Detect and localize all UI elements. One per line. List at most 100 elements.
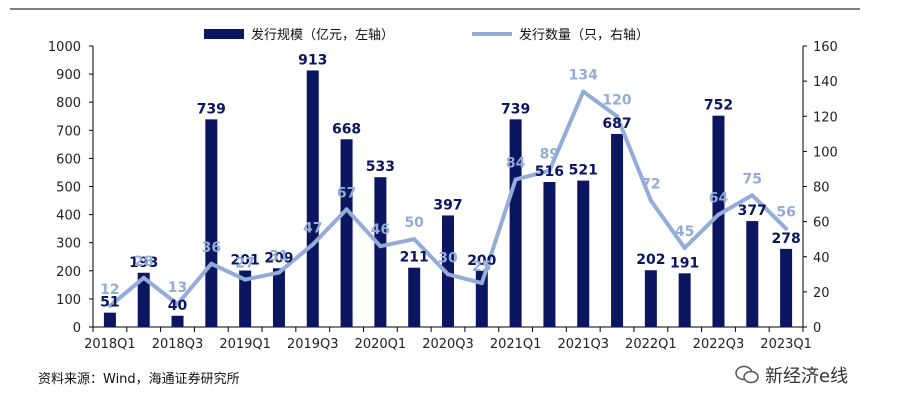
bar-value-label: 397: [433, 197, 462, 213]
left-tick-label: 800: [56, 96, 81, 111]
watermark: 新经济e线: [735, 362, 848, 388]
x-tick-label: 2018Q3: [152, 337, 204, 352]
bar-value-label: 193: [129, 255, 158, 271]
line-point: [141, 275, 146, 280]
bar-value-label: 40: [168, 298, 188, 314]
bar-value-label: 377: [738, 203, 767, 219]
line-value-label: 47: [303, 220, 322, 236]
bar: [239, 270, 252, 327]
bar: [340, 139, 353, 327]
line-value-label: 36: [202, 240, 221, 256]
bar-value-label: 211: [400, 250, 429, 266]
line-value-label: 120: [602, 92, 631, 108]
axes: 0 100 200 300 400 500 600 700 800 900 1000 0 20 40 60 8…: [48, 40, 838, 352]
line-value-label: 64: [709, 191, 729, 207]
line-value-label: 28: [134, 254, 153, 270]
bar: [103, 312, 116, 327]
line-point: [175, 302, 180, 307]
right-tick-label: 120: [813, 110, 838, 125]
bar: [408, 267, 421, 327]
bars: [103, 70, 793, 328]
bar: [780, 248, 793, 327]
bar-value-label: 521: [569, 163, 598, 179]
bar: [509, 119, 522, 327]
bar-value-label: 533: [366, 159, 395, 175]
right-tick-label: 80: [813, 181, 830, 196]
line-point: [276, 270, 281, 275]
line-value-label: 84: [506, 155, 526, 171]
left-tick-label: 600: [56, 152, 81, 167]
line-value-label: 67: [337, 185, 356, 201]
chart: 发行规模（亿元，左轴） 发行数量（只，右轴） 01002003004005006…: [10, 8, 860, 352]
line-point: [344, 207, 349, 212]
bar: [374, 177, 387, 327]
line-point: [412, 237, 417, 242]
right-tick-label: 20: [813, 286, 830, 301]
x-tick-label: 2022Q1: [625, 337, 677, 352]
line-point: [547, 168, 552, 173]
left-tick-label: 100: [56, 293, 81, 308]
bar: [137, 272, 150, 327]
line-value-label: 30: [438, 250, 458, 266]
bar-value-label: 209: [264, 250, 293, 266]
bar-value-label: 278: [771, 231, 800, 247]
bar-value-label: 516: [535, 164, 564, 180]
bar: [644, 270, 657, 327]
bar-value-label: 200: [467, 253, 496, 269]
bar: [543, 182, 556, 327]
line-point: [243, 277, 248, 282]
line-value-label: 25: [472, 259, 491, 275]
line-value-label: 27: [235, 256, 254, 272]
line-value-label: 46: [371, 222, 390, 238]
bar-value-label: 668: [332, 121, 361, 137]
line-point: [784, 226, 789, 231]
line-point: [648, 198, 653, 203]
x-tick-label: 2019Q3: [287, 337, 339, 352]
bar-value-label: 752: [704, 98, 733, 114]
line-point: [716, 212, 721, 217]
line-point: [446, 272, 450, 277]
bar: [611, 133, 624, 327]
line-value-label: 134: [569, 68, 598, 84]
x-tick-label: 2021Q1: [490, 337, 542, 352]
line-value-label: 50: [404, 215, 424, 231]
bar: [442, 215, 454, 327]
bar: [205, 119, 218, 327]
left-tick-label: 900: [56, 68, 81, 83]
line-value-label: 13: [168, 280, 187, 296]
watermark-text: 新经济e线: [765, 366, 849, 387]
data-labels: 51 193 40 739 201 209 913 668 533 211 397 200 739 516…: [100, 52, 801, 313]
right-tick-label: 0: [813, 321, 821, 336]
bar-value-label: 191: [670, 255, 699, 271]
x-tick-label: 2019Q1: [219, 337, 271, 352]
bar: [577, 180, 590, 327]
line-series: [107, 89, 789, 308]
bar: [171, 315, 184, 327]
legend-line-label: 发行数量（只，右轴）: [519, 27, 649, 43]
bar-value-label: 687: [602, 116, 631, 132]
legend-bar-swatch: [204, 29, 244, 39]
bar-value-label: 202: [636, 252, 665, 268]
line-point: [615, 114, 620, 119]
line-point: [310, 242, 315, 247]
bar-value-label: 201: [231, 253, 260, 269]
line-point: [750, 193, 755, 198]
x-tick-label: 2021Q3: [557, 337, 609, 352]
line-value-label: 12: [100, 282, 119, 298]
right-tick-label: 160: [813, 40, 838, 55]
x-tick-label: 2020Q3: [422, 337, 474, 352]
line-point: [378, 244, 383, 249]
right-tick-label: 140: [813, 75, 838, 90]
bar-value-label: 739: [197, 101, 226, 117]
right-tick-label: 100: [813, 145, 838, 160]
left-tick-label: 500: [56, 181, 81, 196]
line-point: [581, 89, 586, 94]
bar-value-label: 51: [100, 295, 119, 311]
x-tick-label: 2022Q3: [693, 337, 745, 352]
right-tick-label: 60: [813, 216, 830, 231]
wechat-icon: [735, 365, 759, 384]
left-tick-label: 400: [56, 209, 81, 224]
source-note: 资料来源：Wind，海通证券研究所: [38, 372, 240, 387]
left-tick-label: 0: [73, 321, 81, 336]
line-point: [107, 303, 112, 308]
